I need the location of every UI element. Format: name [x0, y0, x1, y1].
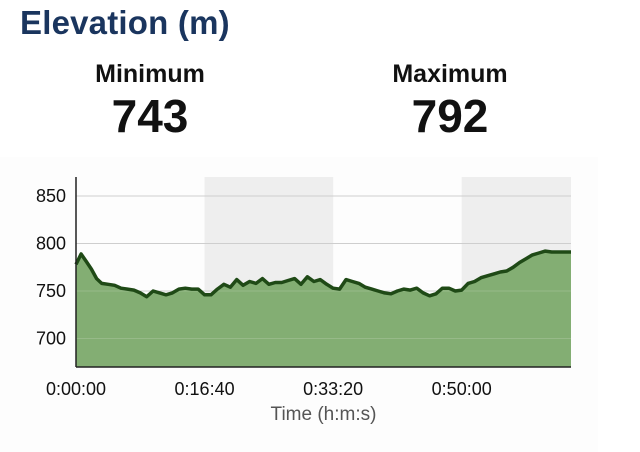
maximum-stat: Maximum 792 [330, 60, 570, 139]
maximum-value: 792 [411, 90, 489, 142]
elevation-area [76, 251, 571, 367]
y-tick-label-700: 700 [36, 329, 66, 349]
y-tick-label-750: 750 [36, 281, 66, 301]
x-axis-title: Time (h:m:s) [271, 404, 377, 425]
x-tick-label-0: 0:00:00 [46, 379, 106, 399]
y-tick-label-850: 850 [36, 186, 66, 206]
x-tick-label-2: 0:33:20 [303, 379, 363, 399]
elevation-chart-svg: 700 750 800 850 0:00:00 0:16:40 0:33:20 0:50:00… [36, 177, 571, 425]
x-tick-label-3: 0:50:00 [432, 379, 492, 399]
elevation-chart: 700 750 800 850 0:00:00 0:16:40 0:33:20 0:50:00… [0, 157, 598, 452]
minimum-value: 743 [111, 90, 189, 142]
y-tick-label-800: 800 [36, 234, 66, 254]
elevation-line [74, 249, 571, 299]
chart-title: Elevation (m) [20, 4, 230, 41]
x-tick-label-1: 0:16:40 [175, 379, 235, 399]
minimum-stat: Minimum 743 [30, 60, 270, 139]
maximum-label: Maximum [392, 60, 508, 88]
minimum-label: Minimum [95, 60, 205, 88]
